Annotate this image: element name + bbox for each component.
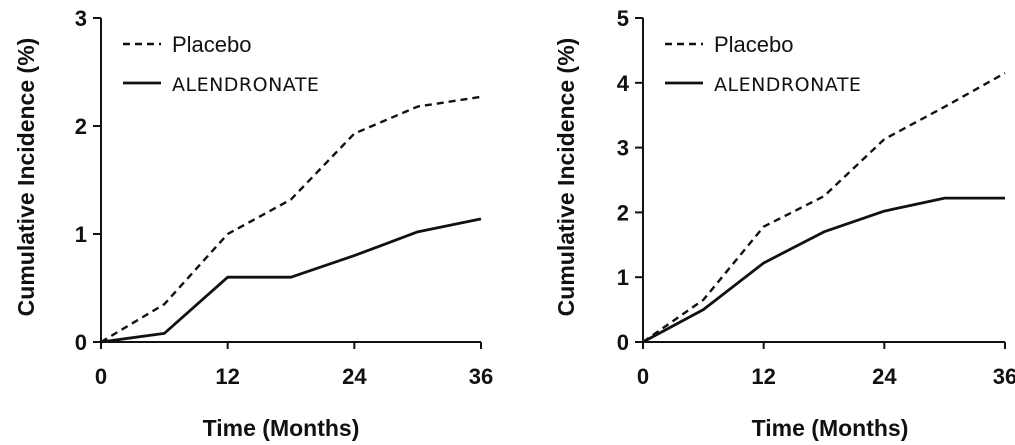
x-axis-label: Time (Months) [752, 415, 909, 441]
y-axis-label: Cumulative Incidence (%) [13, 38, 39, 317]
y-tick-label: 1 [617, 265, 629, 290]
y-tick-label: 1 [75, 222, 87, 247]
y-tick-label: 3 [617, 136, 629, 161]
legend-label-alendronate: ALENDRONATE [172, 74, 319, 96]
x-tick-label: 12 [215, 364, 239, 389]
y-tick-label: 4 [617, 71, 630, 96]
y-axis-label: Cumulative Incidence (%) [553, 38, 579, 317]
series-line-placebo [100, 95, 482, 344]
x-tick-label: 0 [637, 364, 649, 389]
legend-label-alendronate: ALENDRONATE [714, 74, 861, 96]
x-tick-label: 36 [469, 364, 493, 389]
x-tick-label: 24 [342, 364, 367, 389]
legend: Placebo ALENDRONATE [665, 32, 861, 96]
y-tick-label: 5 [617, 6, 629, 31]
x-tick-label: 24 [872, 364, 897, 389]
y-tick-label: 0 [617, 330, 629, 355]
x-axis-label: Time (Months) [203, 415, 360, 441]
y-tick-label: 2 [75, 114, 87, 139]
legend-label-placebo: Placebo [714, 32, 794, 57]
legend: Placebo ALENDRONATE [123, 32, 319, 96]
y-tick-label: 3 [75, 6, 87, 31]
series-line-alendronate [100, 217, 482, 344]
x-tick-label: 0 [95, 364, 107, 389]
legend-label-placebo: Placebo [172, 32, 252, 57]
x-tick-label: 36 [993, 364, 1015, 389]
x-tick-label: 12 [751, 364, 775, 389]
series-line-alendronate [642, 196, 1005, 344]
series-line-placebo [642, 72, 1006, 343]
y-tick-label: 2 [617, 200, 629, 225]
y-tick-label: 0 [75, 330, 87, 355]
